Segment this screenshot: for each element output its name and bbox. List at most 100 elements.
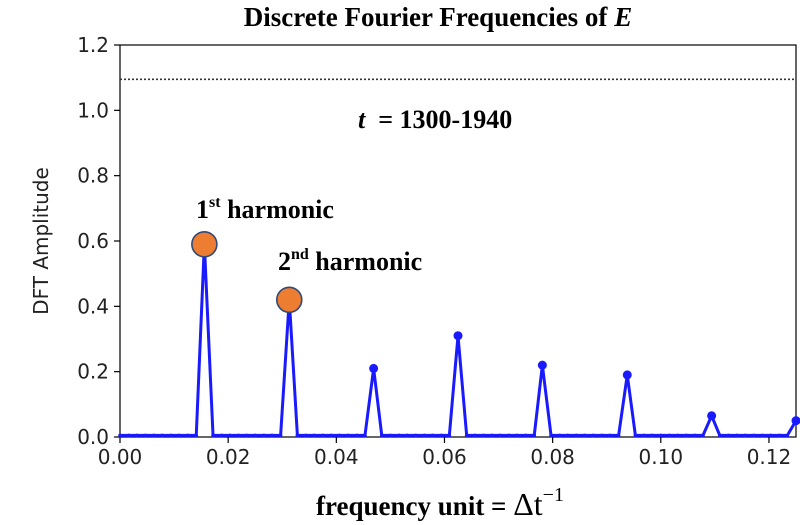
x-tick-label: 0.10 (639, 445, 684, 469)
data-point (726, 433, 731, 438)
data-point (523, 433, 528, 438)
y-axis: 0.0 0.2 0.4 0.6 0.8 1.0 1.2 (77, 33, 120, 449)
data-point (582, 433, 587, 438)
data-point (743, 433, 747, 438)
data-point (701, 433, 705, 438)
y-tick-label: 0.8 (77, 164, 109, 188)
data-point (439, 433, 444, 438)
data-point (490, 433, 494, 438)
harmonic-marker (275, 286, 303, 314)
data-point (735, 433, 739, 438)
data-point (185, 433, 190, 438)
data-point (143, 433, 148, 438)
harmonic-label-2: 2nd harmonic (278, 246, 422, 276)
data-point (472, 433, 477, 438)
data-point (278, 433, 283, 438)
data-point (464, 433, 469, 438)
data-point (405, 433, 409, 438)
data-point (565, 433, 570, 438)
data-point (498, 433, 502, 438)
data-point (134, 433, 139, 438)
data-point (447, 433, 452, 438)
x-tick-label: 0.04 (314, 445, 359, 469)
data-point (752, 433, 756, 438)
y-tick-label: 0.2 (77, 360, 109, 384)
data-point (194, 433, 199, 438)
data-point (169, 433, 173, 438)
data-point (422, 433, 427, 438)
time-range-annotation: t = 1300-1940 (358, 105, 512, 134)
data-point (693, 433, 697, 438)
data-point (369, 363, 379, 373)
data-point (557, 433, 562, 438)
data-point (633, 433, 638, 438)
data-point (346, 433, 351, 438)
data-point (768, 433, 773, 438)
data-point (622, 370, 632, 380)
data-point (355, 433, 359, 438)
data-point (262, 433, 266, 438)
data-point (574, 433, 579, 438)
data-point (791, 416, 800, 426)
data-point (591, 433, 595, 438)
data-point (642, 433, 646, 438)
data-point (329, 433, 334, 438)
data-point (549, 433, 553, 438)
y-axis-label: DFT Amplitude (29, 167, 53, 315)
y-tick-label: 0.4 (77, 294, 109, 318)
data-point (177, 433, 181, 438)
data-point (650, 433, 654, 438)
series-layer (118, 239, 800, 438)
y-tick-label: 0.6 (77, 229, 109, 253)
data-point (160, 433, 164, 438)
x-tick-label: 0.02 (206, 445, 251, 469)
chart-title: Discrete Fourier Frequencies of E (244, 2, 632, 32)
x-tick-label: 0.06 (422, 445, 467, 469)
data-point (363, 433, 367, 438)
data-point (244, 433, 249, 438)
data-point (515, 433, 519, 438)
data-point (253, 433, 257, 438)
data-point (537, 360, 547, 370)
data-point (481, 433, 486, 438)
y-tick-label: 1.2 (77, 33, 109, 57)
data-point (219, 433, 224, 438)
data-point (312, 433, 316, 438)
data-point (126, 433, 131, 438)
data-point (388, 433, 393, 438)
data-point (321, 433, 325, 438)
y-tick-label: 1.0 (77, 98, 109, 122)
x-axis-label: frequency unit = Δt−1 (316, 484, 564, 522)
data-point (532, 433, 537, 438)
data-point (152, 433, 156, 438)
data-point (785, 433, 790, 438)
data-point (684, 433, 689, 438)
data-point (337, 433, 342, 438)
y-tick-label: 0.0 (77, 425, 109, 449)
data-point (675, 433, 680, 438)
data-point (667, 433, 672, 438)
data-point (507, 433, 511, 438)
harmonic-label-1: 1st harmonic (196, 194, 334, 224)
data-point (270, 433, 274, 438)
data-point (236, 433, 241, 438)
data-point (227, 433, 232, 438)
data-point (707, 411, 717, 421)
data-point (777, 433, 782, 438)
plot-frame (119, 44, 797, 438)
x-tick-label: 0.12 (747, 445, 792, 469)
harmonic-marker (191, 230, 218, 258)
x-tick-label: 0.08 (530, 445, 575, 469)
data-point (659, 433, 663, 438)
x-axis: 0.00 0.02 0.04 0.06 0.08 0.10 0.12 (98, 437, 791, 469)
x-tick-label: 0.00 (98, 445, 143, 469)
highlight-layer (191, 230, 303, 314)
data-point (608, 433, 612, 438)
data-point (760, 433, 765, 438)
data-point (379, 433, 384, 438)
data-point (118, 433, 122, 438)
data-point (211, 433, 215, 438)
data-point (414, 433, 418, 438)
data-point (717, 433, 722, 438)
